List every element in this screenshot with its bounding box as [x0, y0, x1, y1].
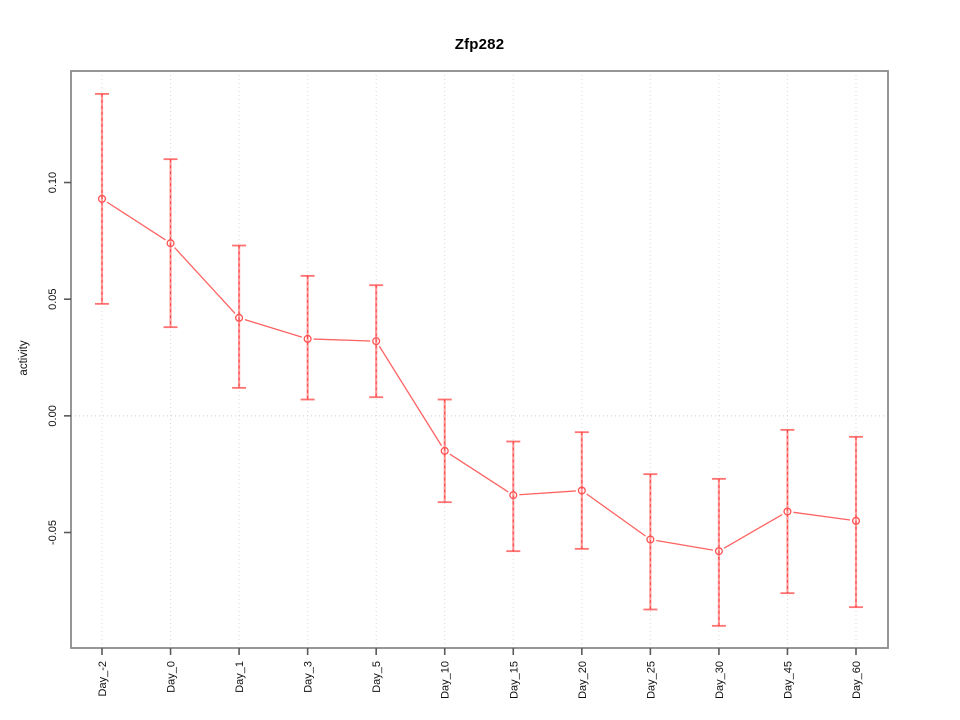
x-tick-label: Day_0: [166, 661, 178, 693]
data-point: [235, 313, 244, 322]
data-point: [646, 535, 655, 544]
x-tick-label: Day_5: [371, 661, 383, 693]
data-point: [509, 491, 518, 500]
x-tick-label: Day_60: [851, 661, 863, 699]
series-line-segment: [106, 201, 166, 241]
data-point: [97, 194, 107, 203]
series-line-segment: [519, 490, 576, 496]
series-line-segment: [313, 338, 371, 342]
x-tick-label: Day_10: [440, 661, 452, 699]
data-point: [440, 446, 449, 455]
series-line-segment: [449, 453, 509, 493]
data-point: [851, 516, 861, 525]
data-point: [166, 239, 175, 248]
series-line-segment: [793, 511, 851, 521]
x-tick-label: Day_20: [577, 661, 589, 699]
chart-title: Zfp282: [454, 36, 505, 53]
x-tick-label: Day_30: [714, 661, 726, 699]
series-line-segment: [723, 513, 783, 549]
series-line-segment: [174, 247, 236, 314]
series-line-segment: [656, 539, 714, 551]
data-point: [303, 334, 312, 343]
y-tick-label: 0.10: [47, 172, 59, 193]
x-tick-label: Day_45: [782, 661, 794, 699]
x-tick-label: Day_15: [508, 661, 520, 699]
data-point: [714, 547, 723, 556]
y-tick-label: -0.05: [47, 520, 59, 545]
data-point: [577, 486, 586, 495]
data-point: [783, 507, 792, 516]
series-line-segment: [586, 493, 646, 537]
data-point: [372, 337, 381, 346]
series-line-segment: [244, 318, 303, 338]
x-tick-label: Day_25: [645, 661, 657, 699]
x-tick-label: Day_1: [234, 661, 246, 693]
series-line-segment: [378, 345, 443, 447]
y-tick-label: 0.05: [47, 288, 59, 309]
x-tick-label: Day_3: [303, 661, 315, 693]
plot-frame: [70, 70, 889, 649]
y-tick-label: 0.00: [47, 405, 59, 426]
x-tick-label: Day_-2: [97, 661, 109, 696]
